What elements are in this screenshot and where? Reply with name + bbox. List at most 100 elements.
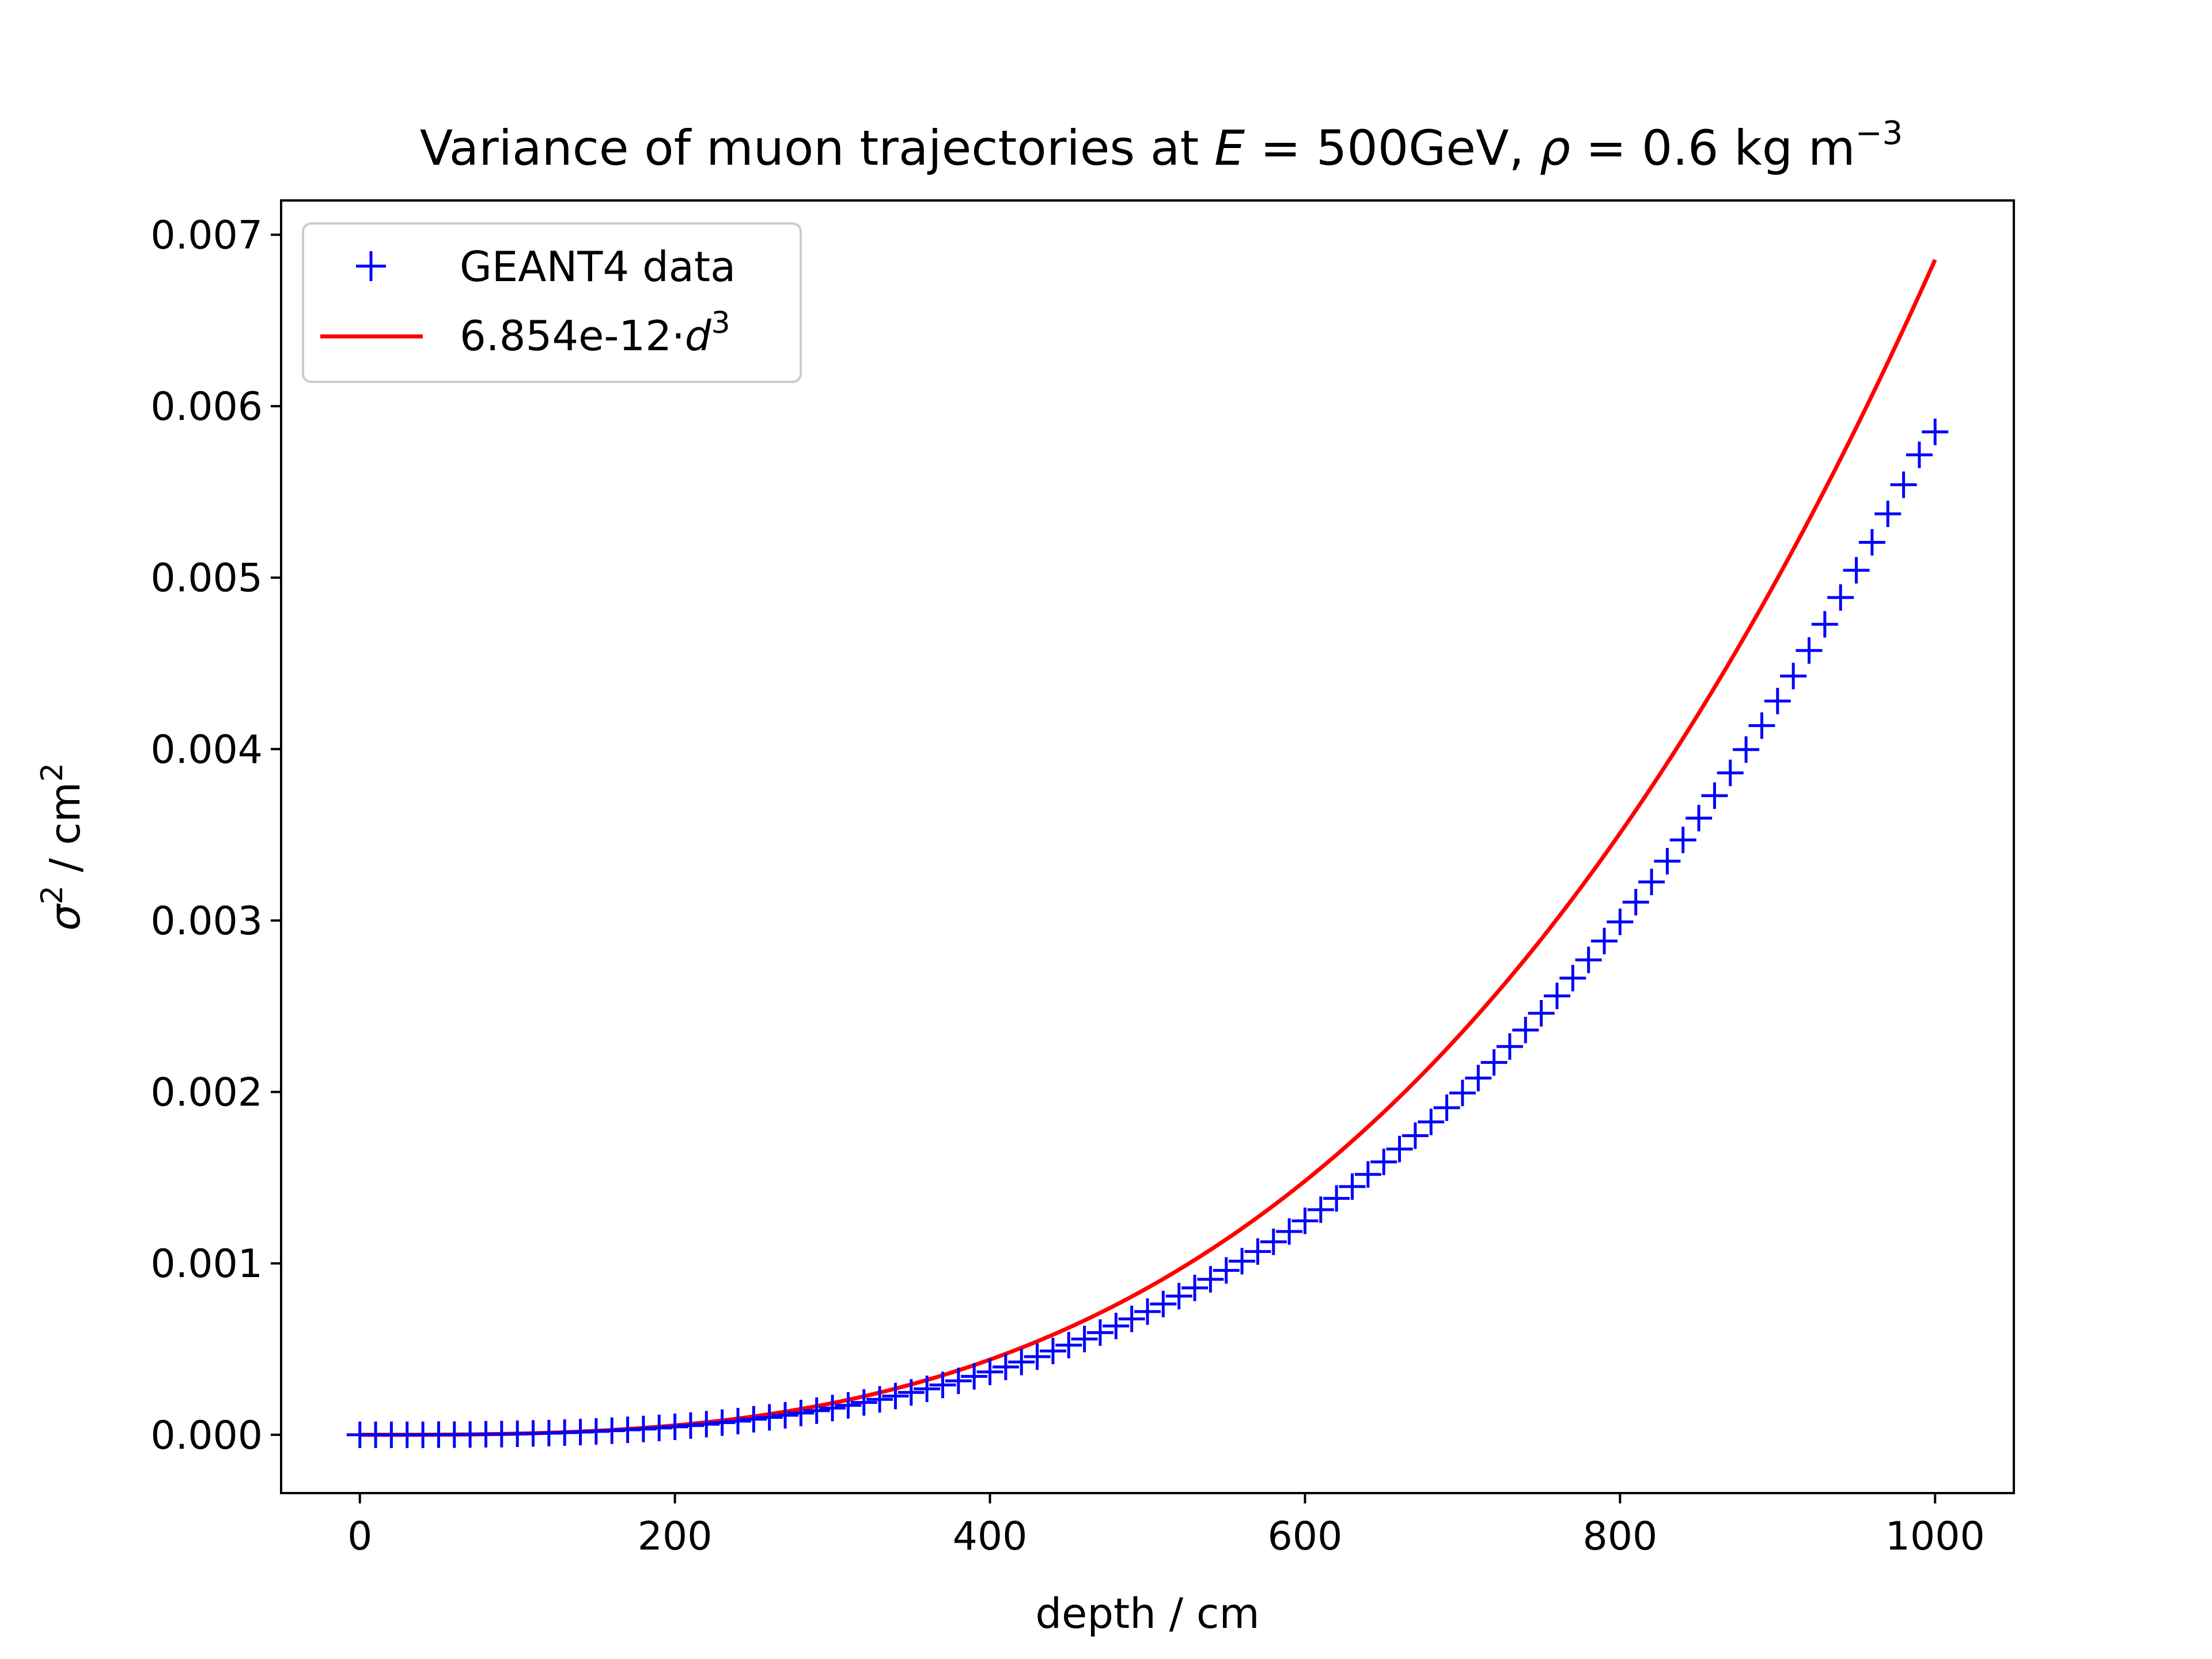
x-tick-label: 800 [1582, 1514, 1657, 1559]
data-point [740, 1406, 767, 1433]
data-point [914, 1376, 941, 1403]
data-point [1638, 869, 1665, 896]
data-point [1323, 1185, 1350, 1212]
data-point [1039, 1338, 1066, 1365]
legend: GEANT4 data 6.854e-12·d3 [302, 222, 802, 383]
chart-title: Variance of muon trajectories at E = 500… [420, 115, 1903, 176]
data-point [803, 1397, 830, 1424]
y-label-exponent-1: 2 [35, 885, 70, 904]
data-point [1480, 1049, 1508, 1076]
data-point [1906, 441, 1933, 468]
data-point [1780, 662, 1807, 690]
data-point [1402, 1122, 1429, 1149]
data-point [992, 1353, 1019, 1380]
data-point [1685, 805, 1713, 832]
x-axis-ticks: 0 200 400 600 800 1000 [347, 1493, 1985, 1559]
x-tick-label: 400 [953, 1514, 1028, 1559]
data-point [1276, 1218, 1303, 1245]
data-point [772, 1402, 799, 1429]
plot-area [280, 199, 2015, 1494]
title-energy-rest: = 500GeV, [1245, 120, 1540, 176]
y-tick-label: 0.002 [150, 1070, 263, 1116]
legend-box [302, 222, 802, 383]
y-axis-ticks: 0.000 0.001 0.002 0.003 0.004 0.005 0.006 0.007 [150, 213, 281, 1459]
y-label-exponent-2: 2 [35, 763, 70, 782]
title-lead: Variance of muon trajectories at [420, 120, 1214, 176]
data-point [1386, 1135, 1413, 1162]
legend-label-fit: 6.854e-12·d3 [460, 306, 730, 360]
legend-label-geant4: GEANT4 data [460, 243, 736, 291]
data-point [1433, 1094, 1460, 1121]
data-point [850, 1389, 877, 1416]
data-point [1071, 1325, 1098, 1353]
data-point [835, 1392, 862, 1419]
geant4-data-series [346, 418, 1949, 1448]
data-point [1890, 471, 1917, 498]
data-point [1591, 927, 1618, 955]
x-axis-label: depth / cm [1035, 1589, 1259, 1638]
y-label-middle: / cm [41, 782, 89, 885]
data-point [1575, 946, 1602, 974]
data-point [945, 1368, 972, 1395]
data-point [866, 1386, 893, 1413]
data-point [693, 1411, 720, 1438]
data-point [1701, 782, 1728, 809]
y-label-symbol: σ [41, 903, 89, 931]
y-tick-label: 0.004 [150, 727, 263, 772]
data-point [1922, 418, 1949, 445]
y-tick-label: 0.003 [150, 899, 263, 944]
data-point [1733, 736, 1760, 763]
data-point [756, 1404, 783, 1431]
data-point [1213, 1257, 1240, 1284]
data-point [1543, 982, 1570, 1009]
data-point [1229, 1248, 1256, 1275]
data-point [1796, 637, 1823, 664]
x-tick-label: 0 [347, 1514, 372, 1559]
data-point [1512, 1017, 1539, 1044]
data-point [1717, 759, 1744, 786]
x-tick-label: 600 [1268, 1514, 1343, 1559]
data-point [1197, 1266, 1224, 1293]
data-point [1165, 1283, 1192, 1310]
data-point [882, 1382, 909, 1410]
data-point [1008, 1349, 1035, 1376]
y-tick-label: 0.006 [150, 384, 263, 430]
data-point [1307, 1196, 1334, 1224]
data-point [1354, 1161, 1381, 1188]
data-point [1055, 1332, 1082, 1359]
data-point [961, 1363, 988, 1390]
y-tick-label: 0.000 [150, 1413, 263, 1459]
legend-fit-coefficient: 6.854e-12· [460, 312, 685, 360]
data-point [1370, 1149, 1397, 1176]
data-point [1339, 1173, 1366, 1200]
data-point [1086, 1319, 1113, 1346]
legend-fit-exponent: 3 [711, 306, 730, 340]
y-tick-label: 0.005 [150, 556, 263, 601]
y-tick-label: 0.007 [150, 213, 263, 259]
data-point [1654, 847, 1681, 874]
title-density-exponent: −3 [1855, 115, 1903, 152]
data-point [1858, 529, 1885, 556]
data-point [1103, 1312, 1130, 1339]
data-point [1150, 1290, 1177, 1317]
data-point [1418, 1108, 1445, 1135]
data-point [819, 1395, 846, 1422]
data-point [1465, 1065, 1492, 1092]
x-tick-label: 200 [638, 1514, 713, 1559]
data-point [1244, 1238, 1271, 1265]
data-point [897, 1379, 925, 1406]
data-point [929, 1372, 956, 1399]
y-axis-label: σ2 / cm2 [35, 763, 89, 931]
data-point [1291, 1207, 1319, 1234]
legend-marker-geant4 [356, 251, 386, 281]
data-point [1496, 1033, 1523, 1060]
data-point [725, 1408, 752, 1435]
title-energy-symbol: E [1214, 120, 1245, 176]
data-point [1528, 999, 1555, 1027]
title-density-rest: = 0.6 kg m [1570, 120, 1855, 176]
data-point [709, 1409, 736, 1436]
legend-fit-variable: d [685, 312, 712, 360]
data-point [1764, 688, 1791, 715]
data-point [1669, 827, 1696, 854]
